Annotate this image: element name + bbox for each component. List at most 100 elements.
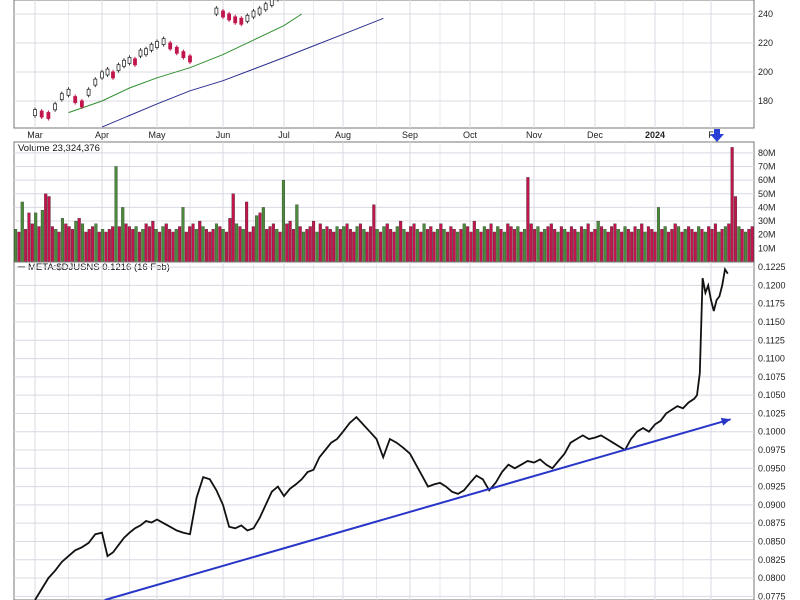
volume-bar (57, 231, 61, 263)
volume-bar (60, 218, 64, 263)
volume-bar (553, 229, 557, 263)
volume-bar (626, 229, 630, 263)
volume-bar (623, 226, 627, 263)
volume-legend: Volume 23,324,376 (18, 143, 100, 154)
volume-bar (24, 229, 28, 263)
volume-bar (697, 226, 701, 263)
price-candle (245, 14, 250, 22)
volume-bar (452, 229, 456, 263)
volume-bar (499, 229, 503, 263)
volume-bar (127, 226, 131, 263)
volume-bar (462, 223, 466, 263)
price-candle (53, 103, 57, 111)
price-candle (133, 58, 137, 66)
volume-bar (151, 220, 155, 263)
volume-bar (312, 220, 316, 263)
price-grid (14, 0, 754, 128)
ratio-y-tick-label: 0.0825 (758, 555, 786, 565)
volume-bar (733, 196, 738, 263)
volume-bar (680, 231, 684, 263)
volume-bar (579, 226, 583, 263)
volume-bar (225, 231, 229, 263)
volume-bar (723, 226, 727, 263)
volume-bar (265, 229, 269, 263)
volume-bar (445, 231, 450, 263)
volume-bar (429, 226, 433, 263)
price-candle (33, 109, 37, 116)
volume-bar (666, 231, 671, 263)
volume-bar (610, 226, 614, 263)
volume-bar (546, 226, 550, 263)
volume-bar (643, 231, 647, 263)
volume-y-tick-label: 50M (758, 189, 776, 199)
volume-bar (449, 226, 453, 263)
volume-bar (81, 223, 85, 263)
volume-bar (730, 147, 734, 263)
volume-y-tick-label: 80M (758, 148, 776, 158)
ratio-panel-frame (13, 261, 755, 600)
volume-bar (439, 223, 443, 263)
ratio-y-tick-label: 0.0900 (758, 500, 786, 510)
volume-bar (670, 229, 674, 263)
ratio-series-line (34, 266, 729, 600)
volume-bar (44, 193, 48, 263)
volume-bar (332, 231, 336, 263)
volume-bar (305, 229, 309, 263)
volume-bar (389, 229, 393, 263)
volume-bar (469, 231, 473, 263)
x-month-label: 2024 (645, 130, 665, 140)
ratio-y-tick-label: 0.1100 (758, 354, 785, 364)
volume-bar (506, 223, 510, 263)
volume-bar (248, 231, 252, 263)
price-candle (39, 110, 44, 118)
volume-bar (529, 223, 533, 263)
volume-bar (261, 207, 265, 263)
price-candle (73, 96, 78, 103)
volume-bar (14, 229, 18, 263)
volume-bar (111, 226, 115, 263)
price-candle (269, 0, 274, 6)
price-candle (46, 112, 51, 119)
volume-bar (556, 231, 560, 263)
volume-bar (268, 226, 272, 263)
volume-bar (50, 226, 54, 263)
volume-bar (191, 223, 195, 263)
markers (710, 129, 724, 142)
volume-bar (101, 229, 105, 263)
price-candle (66, 88, 71, 96)
price-y-ticks: 180 200 220 240 (758, 9, 773, 106)
price-candle (100, 71, 104, 79)
volume-bar (392, 231, 396, 263)
volume-bar (94, 223, 98, 263)
volume-bar (302, 231, 306, 263)
volume-bar (603, 229, 607, 263)
volume-bar (365, 231, 369, 263)
volume-bar (717, 231, 721, 263)
ratio-y-tick-label: 0.0775 (758, 591, 786, 600)
volume-bar (693, 231, 697, 263)
volume-bar (171, 231, 175, 263)
volume-bar (596, 220, 600, 263)
ratio-y-tick-label: 0.1200 (758, 280, 786, 290)
volume-bar (620, 231, 624, 263)
volume-bar (633, 226, 637, 263)
price-candle (221, 10, 225, 18)
volume-bar (519, 231, 523, 263)
volume-bar (573, 229, 577, 263)
volume-bar (134, 226, 138, 263)
volume-bar (67, 226, 71, 263)
price-candle (59, 93, 64, 101)
volume-bar (131, 229, 135, 263)
price-candle (263, 3, 268, 11)
volume-bar (325, 226, 329, 263)
volume-bar (258, 212, 262, 263)
volume-bar (422, 223, 426, 263)
volume-bar (358, 223, 362, 263)
x-month-label: Apr (95, 130, 109, 140)
price-panel: 180 200 220 240 Mar Apr May Jun Jul Aug Sep Oct Nov… (13, 0, 773, 140)
volume-bar (559, 226, 563, 263)
ratio-y-tick-label: 0.0875 (758, 518, 786, 528)
ratio-y-tick-label: 0.0975 (758, 445, 786, 455)
price-candle (161, 38, 166, 45)
volume-bar (161, 226, 165, 263)
